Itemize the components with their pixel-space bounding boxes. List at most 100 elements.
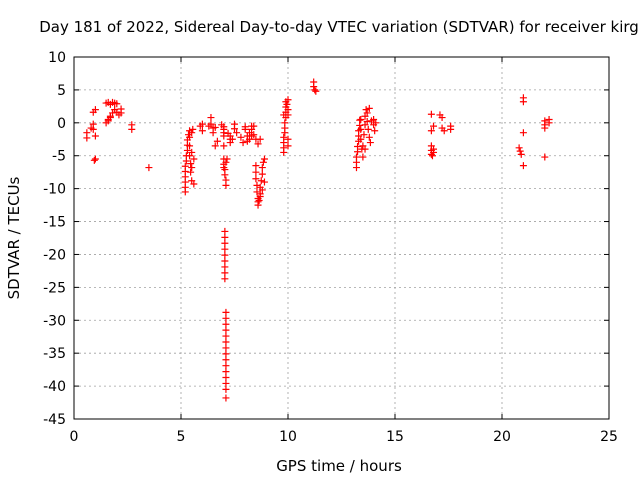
data-point	[221, 257, 229, 265]
data-point	[222, 181, 230, 189]
data-point	[188, 129, 196, 137]
data-point	[356, 116, 364, 124]
data-point	[517, 150, 525, 158]
data-point	[241, 123, 249, 131]
data-point	[352, 153, 360, 161]
data-point	[198, 120, 206, 128]
data-point	[211, 123, 219, 131]
data-point	[280, 133, 288, 141]
data-point	[428, 152, 436, 160]
data-point	[365, 104, 373, 112]
data-point	[222, 374, 230, 382]
data-point	[258, 170, 266, 178]
data-point	[362, 106, 370, 114]
data-point	[237, 133, 245, 141]
data-point	[430, 122, 438, 130]
data-point	[117, 105, 125, 113]
x-tick-label: 10	[279, 429, 297, 445]
data-point	[207, 114, 215, 122]
data-point	[541, 124, 549, 132]
data-point	[222, 158, 230, 166]
data-point	[545, 119, 553, 127]
data-point	[145, 164, 153, 172]
data-point	[222, 368, 230, 376]
data-point	[222, 379, 230, 387]
data-point	[221, 275, 229, 283]
data-point	[222, 332, 230, 340]
data-point	[233, 129, 241, 137]
data-points	[83, 78, 553, 402]
data-point	[211, 142, 219, 150]
data-point	[371, 127, 379, 135]
data-point	[310, 83, 318, 91]
data-point	[254, 198, 262, 206]
y-tick-label: -10	[43, 182, 66, 198]
data-point	[284, 142, 292, 150]
data-point	[222, 320, 230, 328]
data-point	[284, 96, 292, 104]
data-point	[231, 125, 238, 133]
data-point	[222, 314, 230, 322]
data-point	[519, 129, 527, 137]
data-point	[222, 326, 230, 334]
data-point	[361, 145, 369, 153]
data-point	[222, 350, 230, 358]
data-point	[186, 133, 194, 141]
data-point	[222, 362, 230, 370]
data-point	[357, 125, 365, 133]
y-tick-label: -35	[43, 346, 66, 362]
data-point	[186, 142, 194, 150]
data-point	[283, 100, 291, 108]
data-point	[189, 125, 197, 133]
data-point	[220, 142, 228, 150]
y-tick-label: -40	[43, 379, 66, 395]
data-point	[312, 87, 320, 95]
data-point	[363, 109, 371, 117]
data-point	[90, 156, 98, 164]
y-tick-label: 5	[57, 83, 66, 99]
data-point	[188, 164, 196, 172]
data-point	[260, 178, 268, 186]
data-point	[519, 98, 527, 106]
data-point	[364, 125, 372, 133]
data-point	[440, 127, 448, 135]
data-point	[181, 162, 189, 170]
data-point	[190, 180, 198, 188]
data-point	[220, 132, 228, 140]
data-point	[519, 162, 527, 170]
data-point	[258, 186, 266, 194]
data-point	[372, 119, 380, 127]
data-point	[220, 164, 228, 172]
x-tick-label: 20	[493, 429, 511, 445]
plot-frame	[73, 56, 610, 420]
x-tick-label: 5	[177, 429, 186, 445]
grid-lines	[74, 57, 609, 419]
y-tick-label: -30	[43, 313, 66, 329]
data-point	[222, 338, 230, 346]
x-tick-label: 15	[386, 429, 404, 445]
data-point	[447, 125, 455, 133]
data-point	[284, 135, 292, 143]
data-point	[207, 120, 215, 128]
data-point	[256, 193, 264, 201]
data-point	[188, 148, 196, 156]
data-point	[516, 147, 524, 155]
data-point	[91, 155, 99, 163]
data-point	[239, 139, 247, 147]
data-point	[359, 153, 367, 161]
data-point	[357, 116, 365, 124]
data-point	[128, 125, 136, 133]
data-point	[91, 132, 99, 140]
data-point	[221, 251, 229, 259]
data-point	[222, 394, 230, 402]
data-point	[221, 263, 229, 271]
data-point	[190, 155, 198, 163]
data-point	[187, 168, 195, 176]
data-point	[213, 137, 221, 145]
data-point	[89, 125, 97, 133]
data-point	[228, 135, 236, 143]
data-point	[354, 143, 362, 151]
data-point	[311, 86, 319, 94]
data-point	[198, 127, 206, 135]
y-tick-label: 10	[48, 50, 66, 66]
